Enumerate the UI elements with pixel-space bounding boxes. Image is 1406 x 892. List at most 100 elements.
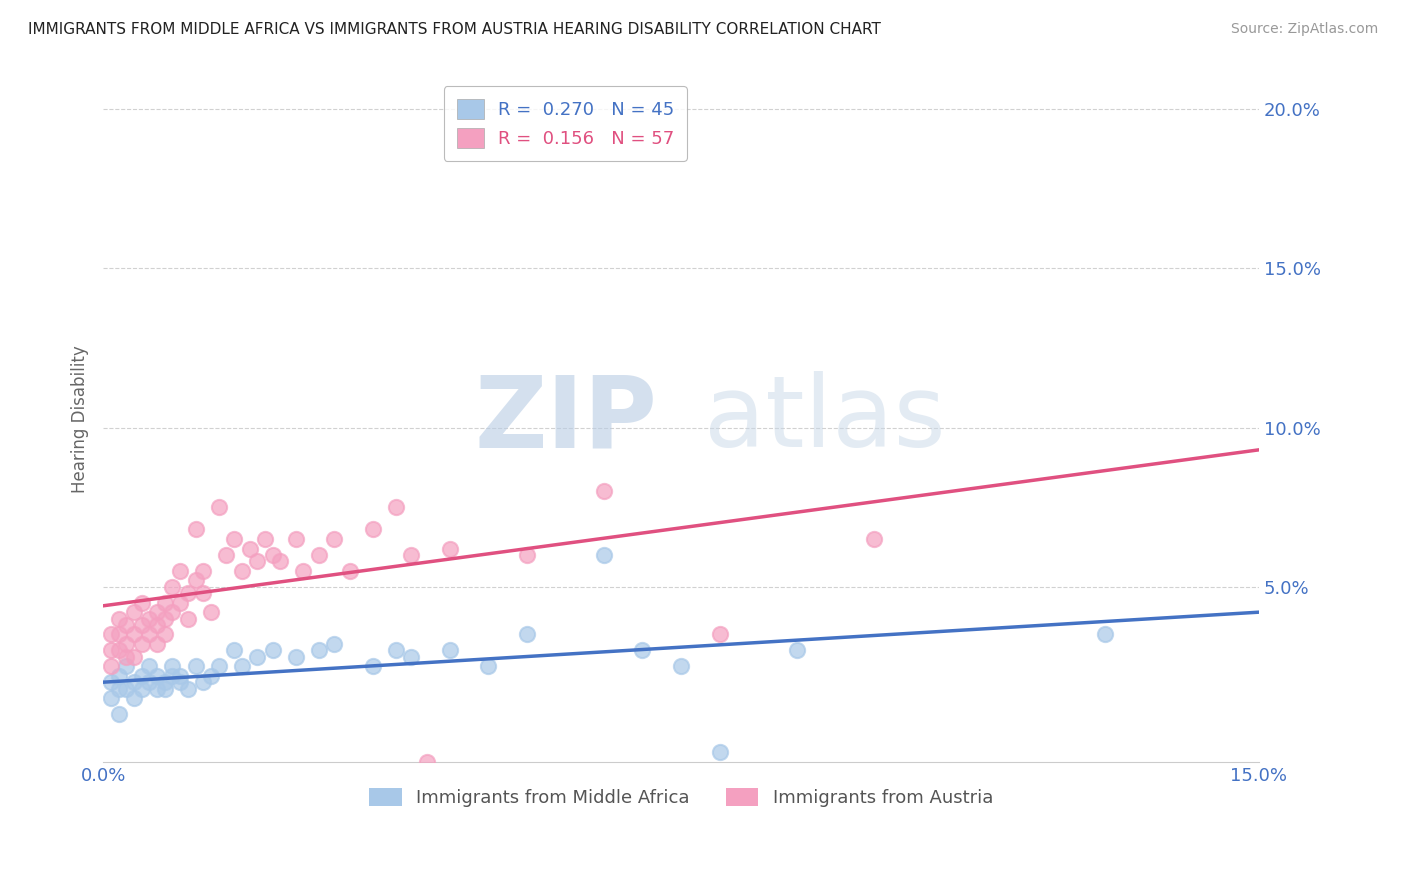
Point [200,605,222,619]
Point [115,659,138,673]
Point [169,596,191,610]
Point [416,755,439,769]
Point [177,681,200,696]
Point [184,574,207,588]
Point [122,627,145,641]
Point [269,554,291,568]
Point [131,669,153,683]
Point [162,580,184,594]
Point [323,532,346,546]
Point [138,611,160,625]
Point [131,637,153,651]
Point [146,681,169,696]
Point [361,659,384,673]
Point [131,618,153,632]
Point [100,659,122,673]
Point [208,659,231,673]
Point [107,669,129,683]
Point [115,649,138,664]
Point [385,500,408,515]
Point [786,643,808,657]
Point [262,548,284,562]
Point [208,500,231,515]
Point [169,669,191,683]
Point [146,637,169,651]
Point [177,611,200,625]
Point [100,691,122,706]
Point [115,637,138,651]
Point [169,564,191,578]
Point [138,627,160,641]
Point [631,643,654,657]
Point [146,605,169,619]
Point [401,649,423,664]
Point [107,681,129,696]
Text: ZIP: ZIP [475,371,658,468]
Point [107,643,129,657]
Text: Source: ZipAtlas.com: Source: ZipAtlas.com [1230,22,1378,37]
Point [862,532,884,546]
Point [146,669,169,683]
Point [162,605,184,619]
Point [262,643,284,657]
Point [361,523,384,537]
Point [184,523,207,537]
Text: IMMIGRANTS FROM MIDDLE AFRICA VS IMMIGRANTS FROM AUSTRIA HEARING DISABILITY CORR: IMMIGRANTS FROM MIDDLE AFRICA VS IMMIGRA… [28,22,882,37]
Legend: Immigrants from Middle Africa, Immigrants from Austria: Immigrants from Middle Africa, Immigrant… [361,781,1000,814]
Point [292,564,315,578]
Point [308,643,330,657]
Point [177,586,200,600]
Point [593,548,616,562]
Point [1094,627,1116,641]
Point [153,627,176,641]
Point [323,637,346,651]
Point [246,554,269,568]
Point [439,541,461,556]
Point [200,669,222,683]
Point [284,532,307,546]
Point [122,649,145,664]
Point [184,659,207,673]
Point [193,586,215,600]
Point [246,649,269,664]
Point [215,548,238,562]
Point [253,532,276,546]
Point [100,675,122,690]
Point [153,596,176,610]
Point [122,675,145,690]
Point [115,618,138,632]
Point [709,745,731,759]
Point [224,643,246,657]
Point [516,627,538,641]
Point [162,669,184,683]
Point [339,564,361,578]
Point [385,643,408,657]
Point [146,618,169,632]
Point [193,564,215,578]
Point [131,681,153,696]
Point [238,541,260,556]
Point [593,484,616,499]
Point [100,643,122,657]
Point [138,675,160,690]
Point [224,532,246,546]
Point [153,681,176,696]
Point [107,611,129,625]
Point [284,649,307,664]
Point [516,548,538,562]
Point [193,675,215,690]
Point [115,681,138,696]
Point [231,564,253,578]
Point [231,659,253,673]
Point [153,611,176,625]
Point [122,691,145,706]
Point [122,605,145,619]
Point [153,675,176,690]
Point [131,596,153,610]
Point [107,627,129,641]
Point [107,706,129,721]
Point [169,675,191,690]
Point [669,659,692,673]
Point [439,643,461,657]
Y-axis label: Hearing Disability: Hearing Disability [72,346,89,493]
